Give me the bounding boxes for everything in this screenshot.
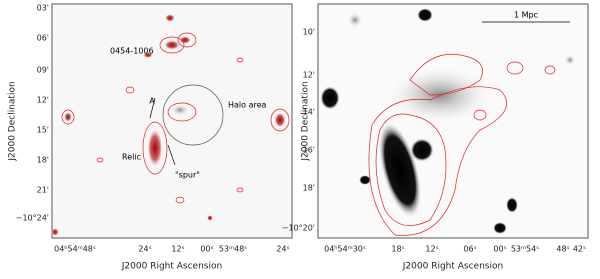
annotation: Halo area [228, 101, 267, 110]
tick-label: 00ˢ [493, 245, 506, 254]
contours [61, 32, 290, 204]
x-ticks: 04ʰ54ᵐ30ˢ 18ˢ 12ˢ 06ˢ 00ˢ 53ᵐ54ˢ 48ˢ 42ˢ [324, 245, 586, 254]
tick-label: 12' [37, 96, 49, 105]
x-label: J2000 Right Ascension [402, 262, 503, 272]
halo-circle [162, 84, 224, 146]
tick-label: 53ᵐ54ˢ [511, 245, 539, 254]
annotation: 0454-1006 [110, 47, 154, 56]
tick-label: 10' [303, 28, 315, 37]
tick-label: 09' [37, 66, 49, 75]
x-label: J2000 Right Ascension [121, 262, 222, 272]
tick-label: 06' [37, 34, 49, 43]
tick-label: 04ʰ54ᵐ48ˢ [54, 245, 96, 254]
tick-label: 24ˢ [138, 245, 151, 254]
y-label: J2000 Declination [301, 81, 311, 161]
tick-label: −10°24' [16, 214, 49, 223]
tick-label: 04ʰ54ᵐ30ˢ [324, 245, 366, 254]
arrow [167, 144, 176, 166]
right-panel: 1 Mpc 10' 12' 14' 16' 18' −10°20' 04ʰ54ᵐ30ˢ 18… [282, 3, 589, 272]
annotation: Relic [122, 153, 141, 162]
tick-label: 18' [37, 156, 49, 165]
sources [320, 8, 576, 234]
tick-label: 14' [303, 108, 315, 117]
x-ticks: 04ʰ54ᵐ48ˢ 24ˢ 12ˢ 00ˢ 53ᵐ48ˢ 24ˢ [54, 245, 289, 254]
scale-label: 1 Mpc [514, 11, 538, 20]
tick-label: 12ˢ [425, 245, 438, 254]
tick-label: 12' [303, 71, 315, 80]
annotation: A [149, 97, 155, 106]
tick-label: 21' [37, 186, 49, 195]
y-label: J2000 Declination [8, 81, 18, 161]
y-ticks: 10' 12' 14' 16' 18' −10°20' [282, 28, 315, 233]
tick-label: 18ˢ [391, 245, 404, 254]
contours [368, 53, 556, 236]
tick-label: 12ˢ [171, 245, 184, 254]
tick-label: 24ˢ [276, 245, 289, 254]
annotation: "spur" [175, 171, 200, 180]
tick-label: 03' [37, 4, 49, 13]
tick-label: 18' [303, 184, 315, 193]
left-panel: 0454-1006 A Halo area Relic "spur" 03' 06… [8, 3, 293, 272]
y-ticks: 03' 06' 09' 12' 15' 18' 21' −10°24' [16, 4, 49, 223]
tick-label: 15' [37, 126, 49, 135]
tick-label: 00ˢ [200, 245, 213, 254]
tick-label: 42ˢ [573, 245, 586, 254]
arrow [149, 97, 156, 119]
tick-label: 06ˢ [463, 245, 476, 254]
sources [51, 14, 286, 236]
tick-label: −10°20' [282, 224, 315, 233]
tick-label: 48ˢ [556, 245, 569, 254]
tick-label: 16' [303, 146, 315, 155]
tick-label: 53ᵐ48ˢ [219, 245, 247, 254]
frame [51, 3, 293, 239]
